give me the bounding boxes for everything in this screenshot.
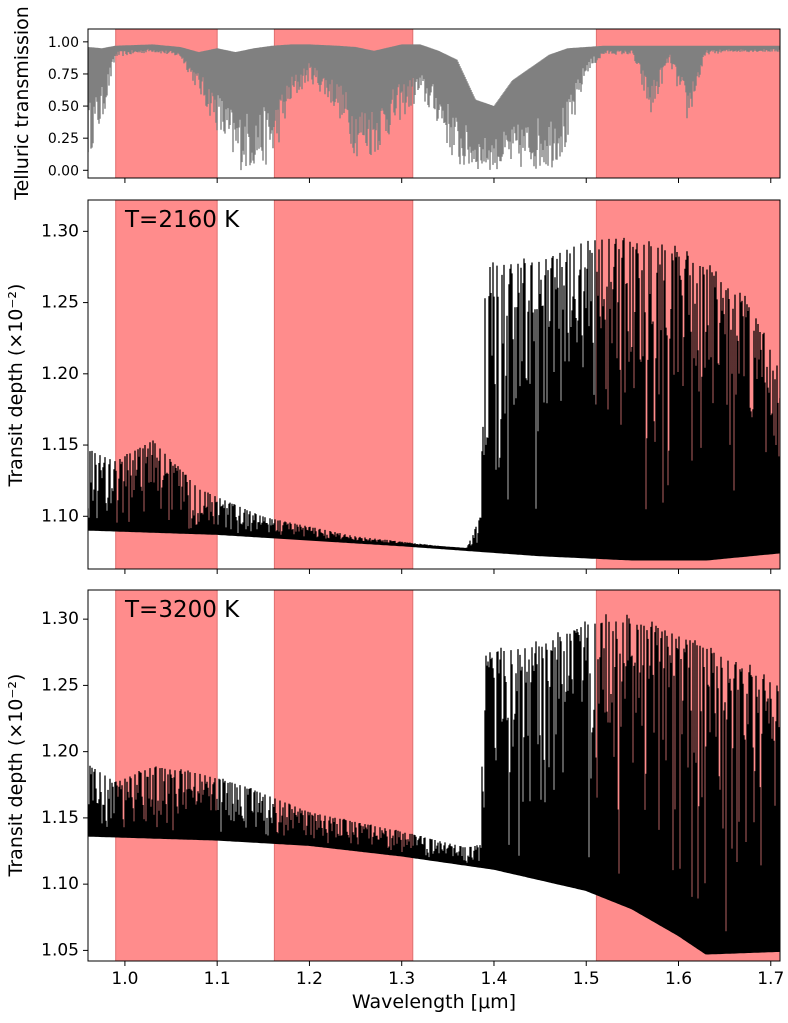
telluric-ytick-label: 0.25	[48, 131, 79, 147]
x-tick-label: 1.7	[757, 969, 784, 989]
transit-panel-2160: 1.10 1.15 1.20 1.25 1.30 T=2160 K Transit de…	[5, 199, 781, 574]
shaded-band-2	[273, 200, 414, 569]
transit-2160-frame	[87, 199, 781, 570]
transit-2160-ylabel: Transit depth (×10⁻²)	[5, 284, 27, 488]
transit-3200-ytick-label: 1.10	[41, 874, 79, 894]
shaded-band-1	[115, 590, 218, 961]
telluric-ytick-label: 0.75	[48, 67, 79, 83]
telluric-ytick-label: 0.00	[48, 163, 79, 179]
transit-3200-ytick-label: 1.05	[41, 940, 79, 960]
telluric-frame	[87, 28, 781, 179]
transit-3200-axes: 1.05 1.10 1.15 1.20 1.25 1.30 1.0 1.1 1.2 1.3 1.4 1…	[41, 589, 784, 989]
x-tick-label: 1.1	[204, 969, 231, 989]
x-tick-label: 1.2	[296, 969, 323, 989]
transit-2160-spectrum	[88, 237, 780, 561]
x-tick-label: 1.0	[111, 969, 138, 989]
transit-3200-ytick-label: 1.30	[41, 609, 79, 629]
transit-2160-ytick-label: 1.30	[41, 221, 79, 241]
telluric-panel: 0.00 0.25 0.50 0.75 1.00 Telluric transmissi…	[11, 6, 781, 201]
transit-3200-continuum	[88, 833, 780, 955]
transit-3200-ytick-label: 1.25	[41, 675, 79, 695]
transit-2160-ytick-label: 1.10	[41, 506, 79, 526]
transit-3200-spectrum	[88, 614, 780, 955]
telluric-axes: 0.00 0.25 0.50 0.75 1.00	[48, 28, 781, 183]
x-axis-label: Wavelength [μm]	[352, 991, 516, 1013]
telluric-spectrum	[88, 44, 780, 171]
x-tick-label: 1.6	[665, 969, 692, 989]
transit-2160-continuum	[88, 527, 780, 561]
transit-3200-ylabel: Transit depth (×10⁻²)	[5, 674, 27, 878]
transit-panel-3200: 1.05 1.10 1.15 1.20 1.25 1.30 1.0 1.1 1.2 1.3 1.4 1…	[5, 589, 784, 989]
transit-3200-annotation: T=3200 K	[124, 597, 240, 623]
transit-2160-axes: 1.10 1.15 1.20 1.25 1.30	[41, 199, 781, 574]
telluric-ytick-label: 0.50	[48, 99, 79, 115]
transit-3200-frame	[87, 589, 781, 962]
telluric-transmission-lines	[88, 44, 780, 171]
telluric-ytick-label: 1.00	[48, 35, 79, 51]
telluric-ylabel: Telluric transmission	[11, 6, 33, 201]
transit-3200-absorption-lines	[88, 614, 780, 953]
x-tick-label: 1.3	[388, 969, 415, 989]
x-tick-label: 1.5	[573, 969, 600, 989]
transit-2160-ytick-label: 1.20	[41, 364, 79, 384]
transit-2160-annotation: T=2160 K	[124, 207, 240, 233]
transit-3200-ytick-label: 1.15	[41, 808, 79, 828]
shaded-band-2	[273, 590, 414, 961]
transit-2160-ytick-label: 1.25	[41, 293, 79, 313]
transit-2160-ytick-label: 1.15	[41, 435, 79, 455]
x-tick-label: 1.4	[480, 969, 507, 989]
transit-3200-ytick-label: 1.20	[41, 742, 79, 762]
